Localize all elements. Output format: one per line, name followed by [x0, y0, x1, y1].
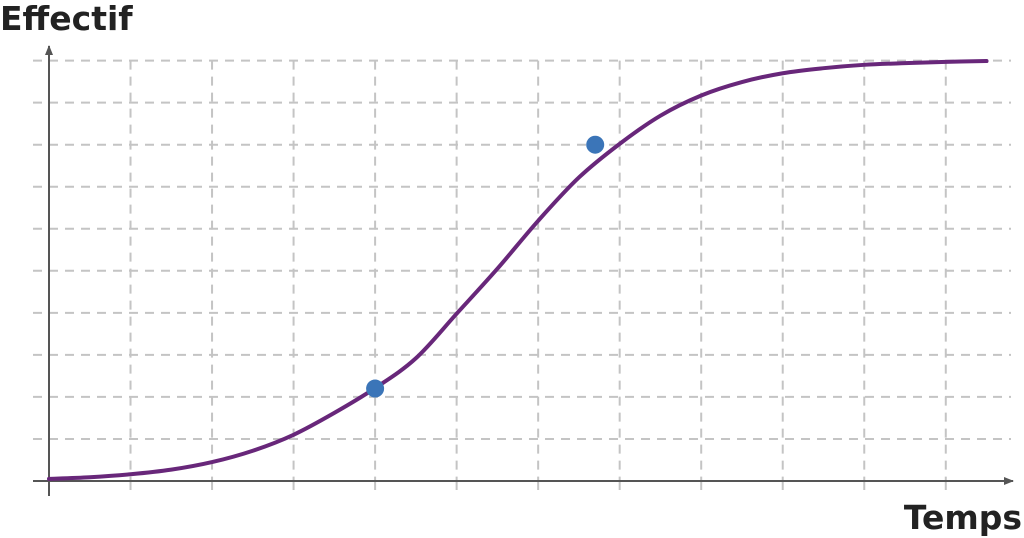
axes — [33, 45, 1014, 496]
y-axis-label: Effectif — [0, 0, 133, 38]
x-axis-label: Temps — [903, 498, 1022, 537]
series-layer — [47, 59, 989, 481]
points-layer — [366, 135, 605, 398]
data-point-2 — [586, 135, 605, 154]
grid-lines — [33, 59, 1011, 496]
data-point-1 — [366, 379, 385, 398]
series-line-0 — [47, 59, 989, 481]
